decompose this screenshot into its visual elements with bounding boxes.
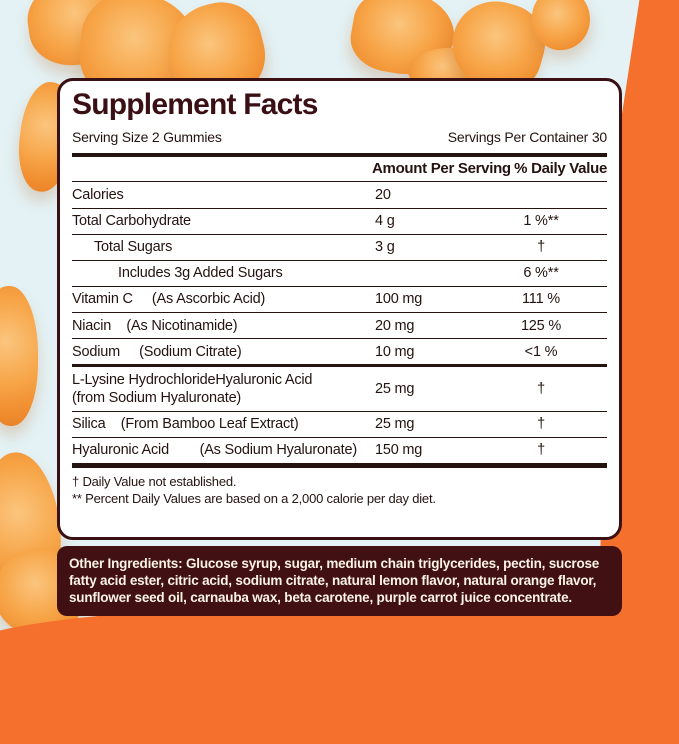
nutrient-daily-value: 125 % <box>520 317 562 334</box>
table-row-silica: Silica (From Bamboo Leaf Extract) 25 mg … <box>72 412 607 438</box>
column-amount-per-serving: Amount Per Serving <box>372 160 511 178</box>
panel-title: Supplement Facts <box>72 88 318 121</box>
divider-thick <box>72 463 607 468</box>
nutrient-daily-value: <1 % <box>524 343 558 360</box>
nutrient-name: Sodium (Sodium Citrate) <box>72 343 242 360</box>
nutrient-amount: 25 mg <box>375 416 415 433</box>
nutrient-daily-value: 111 % <box>522 291 560 308</box>
serving-info-row: Serving Size 2 Gummies Servings Per Cont… <box>72 129 607 145</box>
nutrient-daily-value: † <box>537 442 545 459</box>
nutrient-amount: 20 <box>375 186 391 203</box>
table-row-calories: Calories 20 <box>72 182 607 209</box>
table-row-vitamin-c: Vitamin C (As Ascorbic Acid) 100 mg 111 … <box>72 287 607 314</box>
divider-thick <box>72 153 607 158</box>
table-row-sodium: Sodium (Sodium Citrate) 10 mg <1 % <box>72 339 607 368</box>
nutrient-amount: 4 g <box>375 213 395 230</box>
nutrient-amount: 20 mg <box>375 317 415 334</box>
nutrient-name: Calories <box>72 186 124 203</box>
footnotes: † Daily Value not established. ** Percen… <box>72 474 607 508</box>
nutrient-amount: 3 g <box>375 239 395 256</box>
nutrient-name: Includes 3g Added Sugars <box>118 265 283 282</box>
nutrient-name: L-Lysine HydrochlorideHyaluronic Acid (f… <box>72 371 313 406</box>
gummy-candy <box>0 286 38 426</box>
nutrient-name: Vitamin C (As Ascorbic Acid) <box>72 291 266 308</box>
nutrient-daily-value: 1 %** <box>523 213 559 230</box>
nutrient-daily-value: † <box>537 416 545 433</box>
nutrient-daily-value: 6 %** <box>523 265 559 282</box>
nutrient-amount: 25 mg <box>375 380 415 397</box>
other-ingredients-box: Other Ingredients: Glucose syrup, sugar,… <box>57 546 622 616</box>
table-row-total-sugars: Total Sugars 3 g † <box>72 235 607 261</box>
nutrient-name: Total Carbohydrate <box>72 213 191 230</box>
nutrient-daily-value: † <box>537 380 545 397</box>
nutrient-amount: 10 mg <box>375 343 415 360</box>
serving-size: Serving Size 2 Gummies <box>72 129 222 146</box>
nutrient-name: Total Sugars <box>94 239 173 256</box>
nutrient-name: Silica (From Bamboo Leaf Extract) <box>72 416 299 433</box>
nutrient-name: Niacin (As Nicotinamide) <box>72 317 238 334</box>
footnote-daily-value: † Daily Value not established. <box>72 473 237 489</box>
table-row-niacin: Niacin (As Nicotinamide) 20 mg 125 % <box>72 313 607 340</box>
footnote-percent-values: ** Percent Daily Values are based on a 2… <box>72 490 436 506</box>
nutrient-name: Hyaluronic Acid (As Sodium Hyaluronate) <box>72 442 357 459</box>
table-header-row: Amount Per Serving % Daily Value <box>72 157 607 183</box>
orange-accent-bottom <box>0 604 679 744</box>
table-row-hyaluronic-acid: Hyaluronic Acid (As Sodium Hyaluronate) … <box>72 438 607 464</box>
nutrient-daily-value: † <box>537 239 545 256</box>
supplement-facts-panel: Supplement Facts Serving Size 2 Gummies … <box>57 78 622 540</box>
table-row-total-carbohydrate: Total Carbohydrate 4 g 1 %** <box>72 209 607 235</box>
column-daily-value: % Daily Value <box>514 160 607 178</box>
servings-per-container: Servings Per Container 30 <box>447 129 607 146</box>
table-row-l-lysine-hyaluronic: L-Lysine HydrochlorideHyaluronic Acid (f… <box>72 367 607 412</box>
nutrient-amount: 150 mg <box>375 442 423 459</box>
other-ingredients-text: Glucose syrup, sugar, medium chain trigl… <box>69 556 600 606</box>
table-row-added-sugars: Includes 3g Added Sugars 6 %** <box>72 261 607 287</box>
other-ingredients-label: Other Ingredients: <box>69 556 183 571</box>
nutrient-amount: 100 mg <box>375 291 423 308</box>
